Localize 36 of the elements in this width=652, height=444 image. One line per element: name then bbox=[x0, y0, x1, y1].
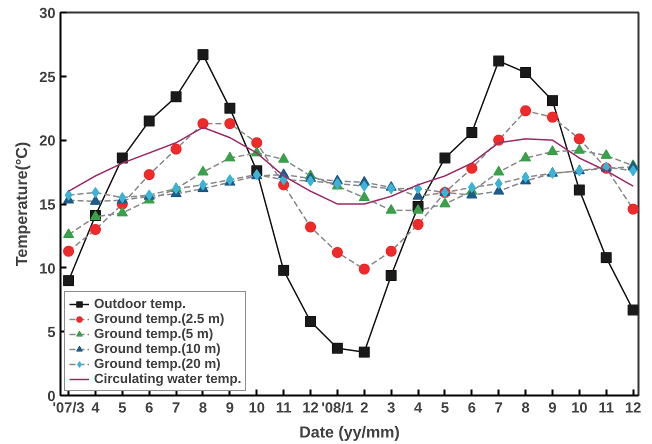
legend-label: Ground temp.(20 m) bbox=[94, 356, 221, 371]
x-tick-label: 7 bbox=[494, 400, 503, 416]
x-tick-label: 9 bbox=[226, 400, 234, 416]
y-tick-label: 20 bbox=[39, 134, 56, 150]
x-tick-label: 5 bbox=[440, 400, 450, 416]
y-tick-label: 15 bbox=[39, 198, 56, 214]
x-tick-label: 2 bbox=[360, 400, 368, 416]
legend-label: Outdoor temp. bbox=[94, 296, 186, 311]
x-tick-label: 4 bbox=[91, 400, 100, 416]
y-tick-label: 5 bbox=[47, 325, 56, 342]
y-axis-title: Temperature(°C) bbox=[14, 142, 32, 266]
legend-label: Ground temp.(5 m) bbox=[94, 326, 214, 341]
legend-label: Ground temp.(10 m) bbox=[94, 341, 221, 356]
x-tick-label: '08/1 bbox=[321, 400, 354, 416]
x-tick-label: 10 bbox=[248, 400, 265, 416]
x-tick-label: 7 bbox=[172, 400, 180, 416]
x-tick-label: 6 bbox=[468, 400, 476, 416]
legend-label: Ground temp.(2.5 m) bbox=[94, 311, 224, 326]
x-tick-label: 12 bbox=[302, 400, 319, 416]
x-tick-label: '07/3 bbox=[52, 400, 85, 416]
x-tick-label: 12 bbox=[624, 400, 642, 416]
x-tick-label: 10 bbox=[571, 400, 588, 416]
x-tick-label: 11 bbox=[276, 400, 292, 416]
x-axis-title: Date (yy/mm) bbox=[299, 424, 400, 442]
x-tick-label: 3 bbox=[387, 400, 396, 416]
y-tick-label: 30 bbox=[39, 6, 56, 22]
x-tick-label: 6 bbox=[145, 400, 154, 416]
x-tick-label: 11 bbox=[598, 400, 614, 416]
y-tick-label: 10 bbox=[39, 261, 56, 278]
x-tick-label: 4 bbox=[414, 400, 423, 416]
legend-label: Circulating water temp. bbox=[94, 371, 242, 386]
x-tick-label: 5 bbox=[118, 400, 126, 416]
x-tick-label: 8 bbox=[198, 400, 208, 416]
y-tick-label: 25 bbox=[39, 70, 56, 86]
x-tick-label: 9 bbox=[548, 400, 557, 416]
x-tick-label: 8 bbox=[522, 400, 530, 416]
